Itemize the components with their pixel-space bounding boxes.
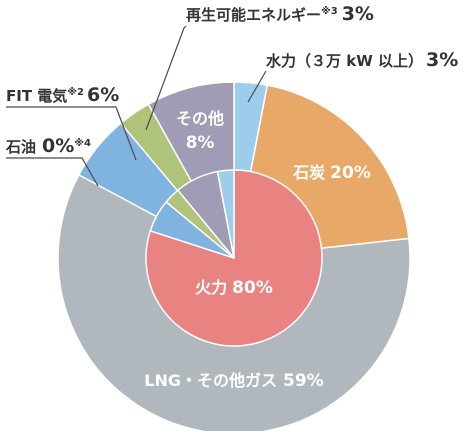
thermal-slice-label: 火力 80%: [195, 278, 273, 298]
coal-slice-label: 石炭 20%: [292, 163, 371, 183]
other-value: 8%: [186, 133, 215, 153]
oil-label: 石油 0%※4: [5, 135, 91, 157]
oil-value: 0%: [42, 135, 74, 157]
lng-label-text: LNG・その他ガス: [144, 371, 277, 390]
thermal-label-text: 火力: [195, 278, 227, 297]
fit-label: FIT 電気※2 6%: [6, 84, 119, 106]
renewable-note: ※3: [321, 5, 338, 17]
oil-note: ※4: [74, 137, 91, 149]
inner-ring: [145, 169, 323, 347]
lng-slice-label: LNG・その他ガス 59%: [144, 371, 323, 391]
lng-value: 59%: [283, 371, 324, 391]
fit-value: 6%: [87, 84, 119, 106]
leader-lines: [6, 25, 267, 187]
leader-line-fit: [6, 106, 137, 161]
renewable-label-text: 再生可能エネルギー: [186, 6, 321, 24]
slice-hydro_inner: [216, 169, 235, 259]
hydro-value: 3%: [426, 49, 458, 71]
renewable-label: 再生可能エネルギー※3 3%: [186, 3, 374, 25]
renewable-value: 3%: [342, 3, 374, 25]
thermal-value: 80%: [232, 278, 273, 298]
coal-value: 20%: [330, 163, 371, 183]
fit-label-text: FIT 電気: [6, 87, 67, 105]
oil-label-text: 石油: [5, 138, 36, 156]
leader-line-renewable: [145, 25, 187, 131]
hydro-label: 水力（３万 kW 以上） 3%: [266, 49, 458, 71]
hydro-label-text: 水力（３万 kW 以上）: [266, 52, 423, 70]
other-label: その他: [176, 109, 224, 128]
leader-line-oil: [6, 157, 99, 187]
coal-label-text: 石炭: [292, 163, 325, 182]
leader-line-hydro: [247, 70, 267, 103]
fit-note: ※2: [67, 86, 84, 98]
